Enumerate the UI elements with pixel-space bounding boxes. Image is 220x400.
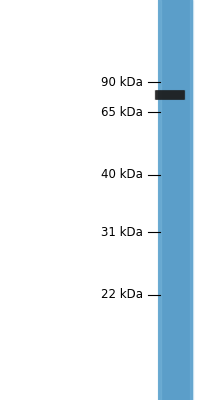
Text: 22 kDa: 22 kDa bbox=[101, 288, 143, 302]
FancyBboxPatch shape bbox=[156, 90, 185, 100]
FancyBboxPatch shape bbox=[155, 90, 185, 100]
Bar bbox=[158, 0, 193, 400]
Text: 31 kDa: 31 kDa bbox=[101, 226, 143, 238]
Text: 65 kDa: 65 kDa bbox=[101, 106, 143, 118]
FancyBboxPatch shape bbox=[155, 90, 185, 100]
Text: 90 kDa: 90 kDa bbox=[101, 76, 143, 88]
Text: 40 kDa: 40 kDa bbox=[101, 168, 143, 182]
FancyBboxPatch shape bbox=[155, 90, 185, 100]
